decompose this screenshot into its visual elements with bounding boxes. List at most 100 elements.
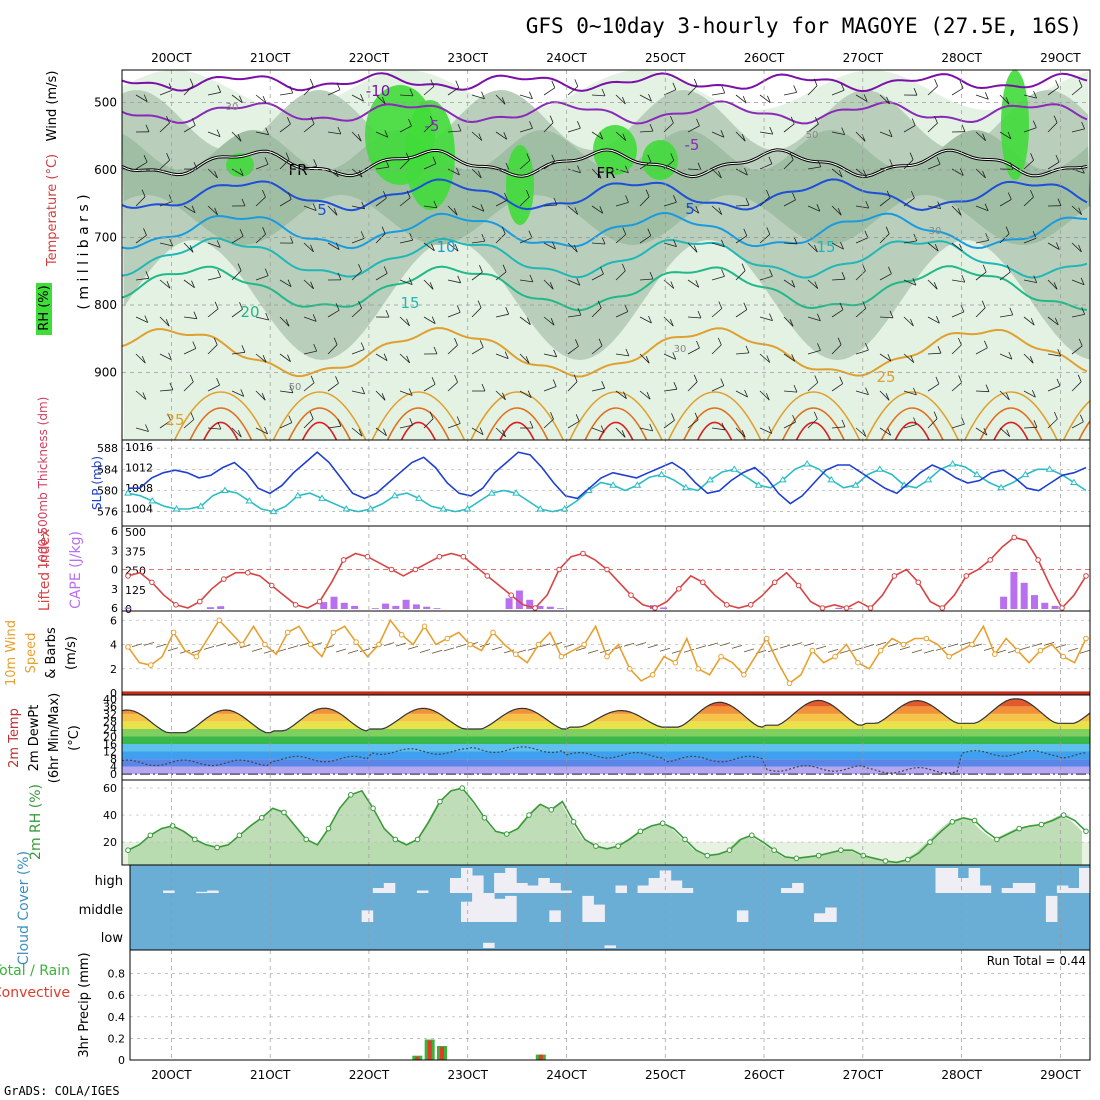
bottom-x-tick: 22OCT [349,1068,390,1082]
lifted-index-point [843,605,850,611]
wind-barb-flag [813,78,818,86]
cloud-level-label: high [95,874,123,889]
legend-rh: RH (%) [37,285,52,330]
wind-barb [159,242,173,247]
warm-contour [569,391,663,440]
wind-barb [399,197,411,207]
wind-barb-flag [1057,349,1062,357]
wind-barb [207,276,221,281]
wind-barb [1023,196,1034,207]
wind-barb-flag [817,159,822,168]
wind-barb [927,279,938,290]
wind-barb [495,199,508,207]
rh2m-point [169,823,176,829]
wind-barb-flag [216,129,221,137]
thickness-point [706,475,714,483]
wind-barb-flag [577,307,582,316]
wind-barb-flag [337,126,342,135]
wind-barb-flag [937,201,942,209]
wind-barb-flag [430,79,435,87]
wind-barb [423,122,434,133]
lifted-index-point [676,586,682,592]
wind-barb [591,205,604,214]
wind-speed-point [695,666,702,672]
temp-tick: 32 [103,708,117,721]
cape-bar [402,599,410,609]
wind-barb-flag [597,300,602,308]
wind-barb [519,196,530,207]
wind-barb-flag [237,263,242,271]
wind-barb [279,316,290,327]
wind-barb-flag [240,389,245,397]
surface-wind-barb [791,642,803,646]
wind-barb-flag [862,301,867,309]
wind-barb [783,242,798,245]
wind-barb [591,94,606,97]
wind-barb-flag [625,165,629,173]
wind-barb [567,420,580,429]
cape-bar [412,604,420,609]
wind-barb-flag [862,429,867,437]
wind-barb-flag [742,95,747,104]
wind-barb-flag [145,424,149,432]
wind-barb-flag [190,412,195,420]
wind-barb-flag [601,381,606,389]
wind-barb-flag [984,340,988,348]
wind-barb [159,122,170,133]
wind-barb [255,164,269,170]
surface-wind-barb [695,645,707,650]
cloud-bar-high [527,885,539,893]
cloud-bar-high [516,883,528,893]
rh-high-patch [506,145,534,225]
wind-barb-flag [670,115,674,124]
wind-barb-flag [1033,90,1037,99]
cloud-bar-high [383,883,396,893]
wind-barb [807,205,821,212]
cloud-bar-high [670,880,683,893]
thickness-point [512,489,520,496]
wind-barb [1023,353,1034,364]
surface-wind-barb [131,643,143,648]
bottom-x-tick: 25OCT [645,1068,686,1082]
wind-barb-flag [145,271,150,279]
cloud-bar-high [968,868,981,893]
li-tick: 6 [111,602,118,615]
wind-barb [159,420,171,429]
wind-barb [423,242,435,252]
wind-barb-flag [262,95,267,104]
wind-barb-flag [961,124,966,132]
surface-wind-barb [899,646,911,651]
wind-barb [519,279,533,283]
wind-barb [423,205,437,209]
wind-barb-flag [837,208,842,216]
wind-barb-flag [1030,317,1035,326]
bottom-x-tick: 29OCT [1040,1068,1081,1082]
upper-air-panel: -10-5-5FR FR5 510 1515202525305030305050060… [36,51,1090,440]
wind-barb-flag [958,375,963,383]
wind-barb [327,425,341,429]
surface-wind-barb [839,649,851,654]
rh2m-point [659,820,666,827]
wind-barb-flag [454,244,459,252]
cloud-bar-high [505,868,517,893]
upper-y-tick: 700 [94,230,117,244]
thickness-point [754,481,763,488]
cloud-bar-middle [1045,895,1058,922]
wind-barb [519,316,531,326]
rh2m-line [127,787,1087,864]
wind-barb-flag [647,154,652,162]
wind-barb [711,131,725,138]
wind-barb [135,94,148,102]
wind-tick: 2 [110,663,117,676]
wind-barb-flag [769,126,774,135]
wind-barb [927,205,941,209]
wind-barb-flag [527,317,531,325]
wind-barb-flag [261,393,266,401]
temp-contour-label: -10 [366,82,391,100]
wind-barb-flag [409,233,414,241]
wind-barb [951,205,962,216]
wind-barb-flag [982,133,986,141]
wind-barb-flag [744,167,748,176]
wind-barb-flag [1033,420,1038,428]
rh2m-point [325,825,332,832]
